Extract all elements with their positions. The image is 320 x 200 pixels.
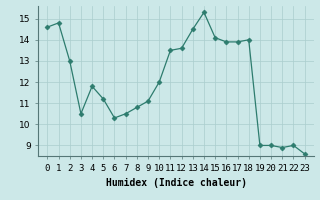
X-axis label: Humidex (Indice chaleur): Humidex (Indice chaleur) (106, 178, 246, 188)
